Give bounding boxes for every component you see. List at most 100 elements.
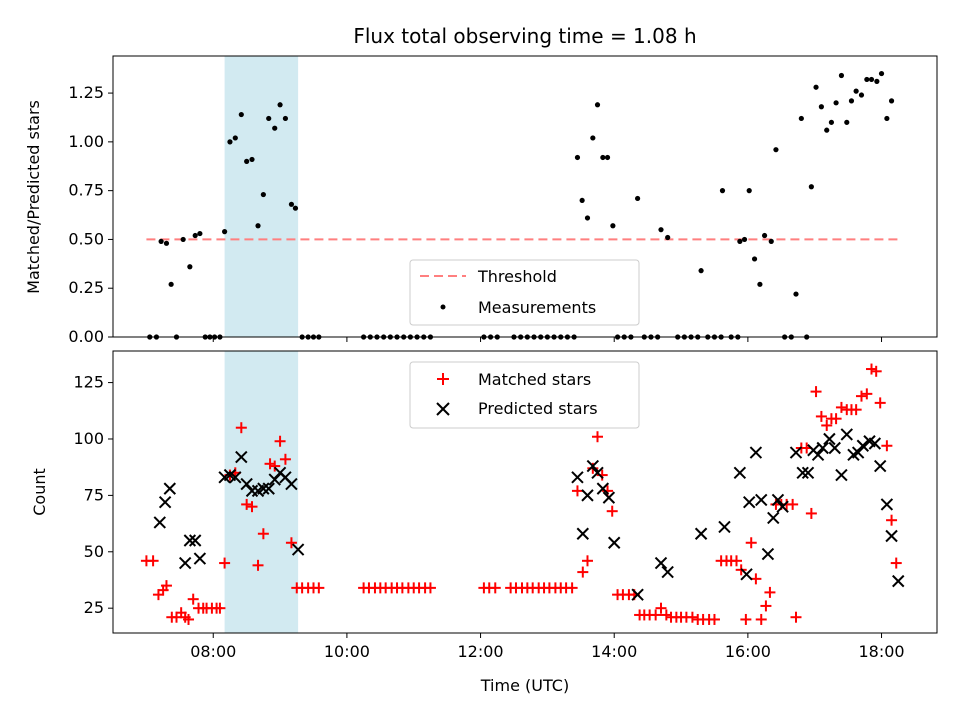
matched-star-point xyxy=(890,557,902,569)
predicted-star-point xyxy=(581,489,594,502)
matched-star-point xyxy=(850,404,862,416)
matched-star-point xyxy=(187,593,199,605)
measurement-point xyxy=(858,92,865,98)
predicted-star-point xyxy=(596,482,610,495)
predicted-star-point xyxy=(257,482,270,495)
predicted-star-point xyxy=(285,477,298,491)
predicted-star-point xyxy=(811,448,825,461)
measurement-point xyxy=(238,111,244,118)
measurement-point xyxy=(227,139,233,145)
measurement-point xyxy=(761,232,768,239)
measurement-point xyxy=(844,119,850,125)
measurement-point xyxy=(232,135,238,141)
matched-star-point xyxy=(160,580,172,592)
measurement-points xyxy=(147,70,895,340)
measurement-point xyxy=(584,215,591,221)
count-panel: 25 50 75 100 125 08:00 10:00 12:00 14:00 16:00 18… xyxy=(30,350,938,695)
matched-star-point xyxy=(764,586,776,598)
matched-star-point xyxy=(686,611,698,623)
y-axis-label: Matched/Predicted stars xyxy=(24,100,43,294)
x-axis-ticks xyxy=(212,337,883,342)
y-tick-label: 25 xyxy=(84,598,104,617)
matched-star-point xyxy=(274,435,286,447)
predicted-star-point xyxy=(892,574,905,588)
measurement-point xyxy=(180,236,186,243)
measurement-point xyxy=(610,223,616,229)
predicted-star-point xyxy=(694,527,708,540)
predicted-star-point xyxy=(771,493,785,507)
matched-star-point xyxy=(246,501,258,513)
matched-star-points xyxy=(140,363,902,625)
matched-star-point xyxy=(489,582,501,594)
measurement-point xyxy=(635,195,641,202)
predicted-star-point xyxy=(240,477,253,491)
measurement-point xyxy=(292,205,299,211)
predicted-star-point xyxy=(761,547,775,561)
matched-star-point xyxy=(285,537,297,549)
predicted-star-point xyxy=(654,556,668,570)
predicted-star-point xyxy=(576,527,590,540)
predicted-star-point xyxy=(749,446,763,459)
measurement-point xyxy=(197,230,203,237)
measurement-point xyxy=(288,201,295,207)
matched-star-point xyxy=(577,566,589,578)
measurement-point xyxy=(884,115,890,122)
predicted-star-point xyxy=(767,511,780,525)
predicted-star-point xyxy=(268,473,281,486)
predicted-star-point xyxy=(188,534,202,547)
measurement-point xyxy=(249,156,255,163)
legend-predicted-swatch xyxy=(436,402,450,416)
predicted-star-point xyxy=(851,446,865,459)
matched-star-point xyxy=(874,397,886,409)
matched-star-point xyxy=(219,557,231,569)
predicted-star-point xyxy=(873,459,887,473)
measurement-point xyxy=(266,115,272,122)
predicted-star-point xyxy=(229,471,242,484)
plot-frame xyxy=(112,350,938,634)
y-axis-ticks: 0.00 0.25 0.50 0.75 1.00 1.25 xyxy=(68,83,113,346)
matched-star-point xyxy=(731,555,743,567)
predicted-star-point xyxy=(262,482,275,495)
measurement-point xyxy=(665,234,671,241)
y-tick-label: 0.50 xyxy=(68,229,104,248)
matched-star-point xyxy=(740,613,752,625)
predicted-star-point xyxy=(602,491,616,504)
y-tick-label: 75 xyxy=(84,485,104,504)
measurement-point xyxy=(813,84,819,90)
measurement-point xyxy=(757,281,763,287)
measurement-point xyxy=(793,291,799,297)
measurement-point xyxy=(853,88,859,94)
measurement-point xyxy=(272,125,278,131)
measurement-point xyxy=(282,115,289,122)
x-tick-label: 16:00 xyxy=(725,642,771,661)
y-tick-label: 1.00 xyxy=(68,132,104,151)
predicted-star-point xyxy=(183,534,197,547)
measurement-point xyxy=(255,223,261,229)
measurement-point xyxy=(808,184,814,190)
x-tick-label: 14:00 xyxy=(591,642,637,661)
measurement-point xyxy=(260,191,266,198)
predicted-star-point xyxy=(235,450,248,464)
predicted-star-point xyxy=(740,568,753,581)
matched-star-point xyxy=(606,505,618,517)
matched-star-point xyxy=(566,582,578,594)
measurement-point xyxy=(192,232,198,239)
legend-measurement-label: Measurements xyxy=(478,298,596,317)
matched-star-point xyxy=(257,528,269,540)
y-tick-label: 125 xyxy=(73,373,104,392)
measurement-point xyxy=(868,76,875,83)
matched-star-point xyxy=(866,363,878,375)
matched-star-point xyxy=(264,458,276,470)
predicted-star-point xyxy=(801,466,815,480)
measurement-point xyxy=(163,240,170,246)
predicted-star-point xyxy=(608,536,621,549)
matched-star-point xyxy=(835,401,847,413)
predicted-star-point xyxy=(586,459,600,473)
matched-star-point xyxy=(183,613,195,625)
matched-star-point xyxy=(252,559,264,571)
matched-star-point xyxy=(760,600,772,612)
measurement-point xyxy=(579,197,585,204)
predicted-star-point xyxy=(661,565,674,579)
measurement-point xyxy=(828,119,835,125)
